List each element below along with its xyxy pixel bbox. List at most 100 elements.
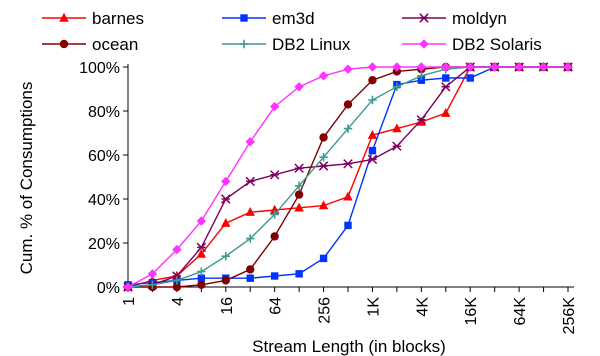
data-point-ocean [197, 280, 206, 289]
data-point-db2-linux [221, 252, 230, 261]
data-point-moldyn [318, 161, 329, 171]
data-point-barnes [245, 207, 255, 216]
data-point-db2-solaris [392, 62, 402, 72]
data-point-db2-linux [294, 181, 304, 190]
y-tick-label: 20% [88, 236, 120, 253]
y-tick-label: 40% [88, 192, 120, 209]
legend-label: moldyn [452, 9, 507, 28]
data-point-db2-linux [270, 210, 279, 219]
legend-label: DB2 Solaris [452, 35, 542, 54]
data-point-moldyn [392, 141, 402, 151]
series-line-moldyn [127, 66, 568, 288]
series-em3d [124, 63, 572, 289]
data-point-db2-solaris [147, 269, 158, 279]
data-point-moldyn [294, 163, 304, 173]
data-point-db2-linux [148, 280, 157, 289]
data-point-db2-solaris [196, 216, 207, 226]
data-point-db2-linux [417, 71, 426, 80]
data-point-db2-linux [172, 276, 182, 285]
data-point-moldyn [196, 242, 207, 253]
data-point-em3d [197, 274, 206, 282]
x-tick-label: 64 [268, 297, 285, 315]
data-point-em3d [417, 76, 426, 84]
x-tick-label: 16K [463, 297, 480, 326]
x-tick-label: 256K [561, 297, 578, 335]
data-point-barnes [196, 248, 207, 258]
data-point-moldyn [441, 82, 451, 92]
data-point-ocean [246, 265, 255, 274]
x-tick-label: 64K [512, 297, 529, 326]
data-point-db2-solaris [172, 244, 182, 255]
data-point-db2-solaris [514, 62, 524, 72]
y-tick-label: 100% [79, 60, 120, 77]
x-tick-label: 4K [414, 297, 431, 317]
data-point-barnes [416, 116, 427, 126]
data-point-barnes [343, 191, 353, 201]
data-point-em3d [295, 270, 303, 278]
series-line-db2-linux [127, 66, 568, 288]
data-point-em3d [368, 146, 377, 155]
legend-item-db2-linux: DB2 Linux [222, 35, 351, 54]
series-moldyn [123, 62, 573, 292]
series-db2-linux [123, 62, 573, 292]
legend-item-ocean: ocean [42, 35, 138, 54]
data-point-db2-linux [368, 95, 377, 105]
series-db2-solaris [123, 62, 573, 292]
data-point-ocean [368, 76, 377, 85]
data-point-barnes [367, 130, 378, 139]
data-point-db2-solaris [563, 62, 573, 72]
data-point-db2-solaris [245, 137, 255, 147]
data-point-ocean [343, 100, 353, 109]
data-point-db2-solaris [441, 62, 451, 72]
data-point-moldyn [367, 154, 378, 165]
legend-item-barnes: barnes [42, 9, 144, 28]
legend-marker [239, 39, 249, 49]
data-point-barnes [441, 108, 451, 117]
data-point-ocean [294, 190, 304, 199]
legend-marker [419, 13, 429, 23]
x-tick-label: 1K [365, 297, 382, 317]
data-point-moldyn [269, 170, 280, 180]
data-point-barnes [392, 123, 402, 133]
series-ocean [123, 62, 573, 292]
x-tick-label: 16 [219, 297, 236, 315]
x-tick-label: 4 [170, 297, 187, 306]
series-layer [123, 61, 573, 292]
series-line-barnes [127, 66, 568, 288]
data-point-db2-solaris [269, 101, 280, 112]
legend-label: em3d [272, 9, 315, 28]
legend-label: ocean [92, 35, 138, 54]
data-point-db2-solaris [367, 62, 378, 72]
data-point-db2-solaris [489, 62, 500, 72]
data-point-db2-linux [197, 267, 206, 276]
legend-marker [59, 39, 69, 49]
data-point-db2-solaris [465, 62, 475, 72]
data-point-db2-linux [343, 124, 353, 133]
data-point-em3d [270, 272, 279, 280]
y-axis-title: Cum. % of Consumptions [17, 82, 36, 275]
data-point-db2-linux [392, 82, 402, 91]
data-point-moldyn [245, 176, 255, 187]
x-axis-title: Stream Length (in blocks) [252, 337, 446, 356]
series-barnes [123, 61, 573, 291]
data-point-moldyn [221, 194, 231, 204]
legend-item-em3d: em3d [222, 9, 315, 28]
axes: 0% 20% 40% 60% 80% 100% 1 4 16 64 256 1K 4K 16K 64K 256… [79, 60, 578, 334]
legend-label: barnes [92, 9, 144, 28]
legend-marker [59, 12, 69, 22]
data-point-ocean [172, 282, 182, 292]
data-point-db2-solaris [416, 62, 427, 72]
data-point-db2-solaris [318, 71, 329, 81]
legend-marker [240, 14, 248, 22]
y-tick-label: 60% [88, 148, 120, 165]
data-point-ocean [319, 133, 328, 142]
data-point-db2-solaris [294, 82, 304, 92]
data-point-db2-solaris [538, 62, 549, 72]
data-point-moldyn [416, 115, 427, 125]
data-point-em3d [246, 274, 254, 282]
x-tick-label: 256 [317, 297, 334, 324]
data-point-db2-solaris [123, 282, 133, 292]
legend-label: DB2 Linux [272, 35, 351, 54]
data-point-db2-solaris [343, 64, 353, 74]
